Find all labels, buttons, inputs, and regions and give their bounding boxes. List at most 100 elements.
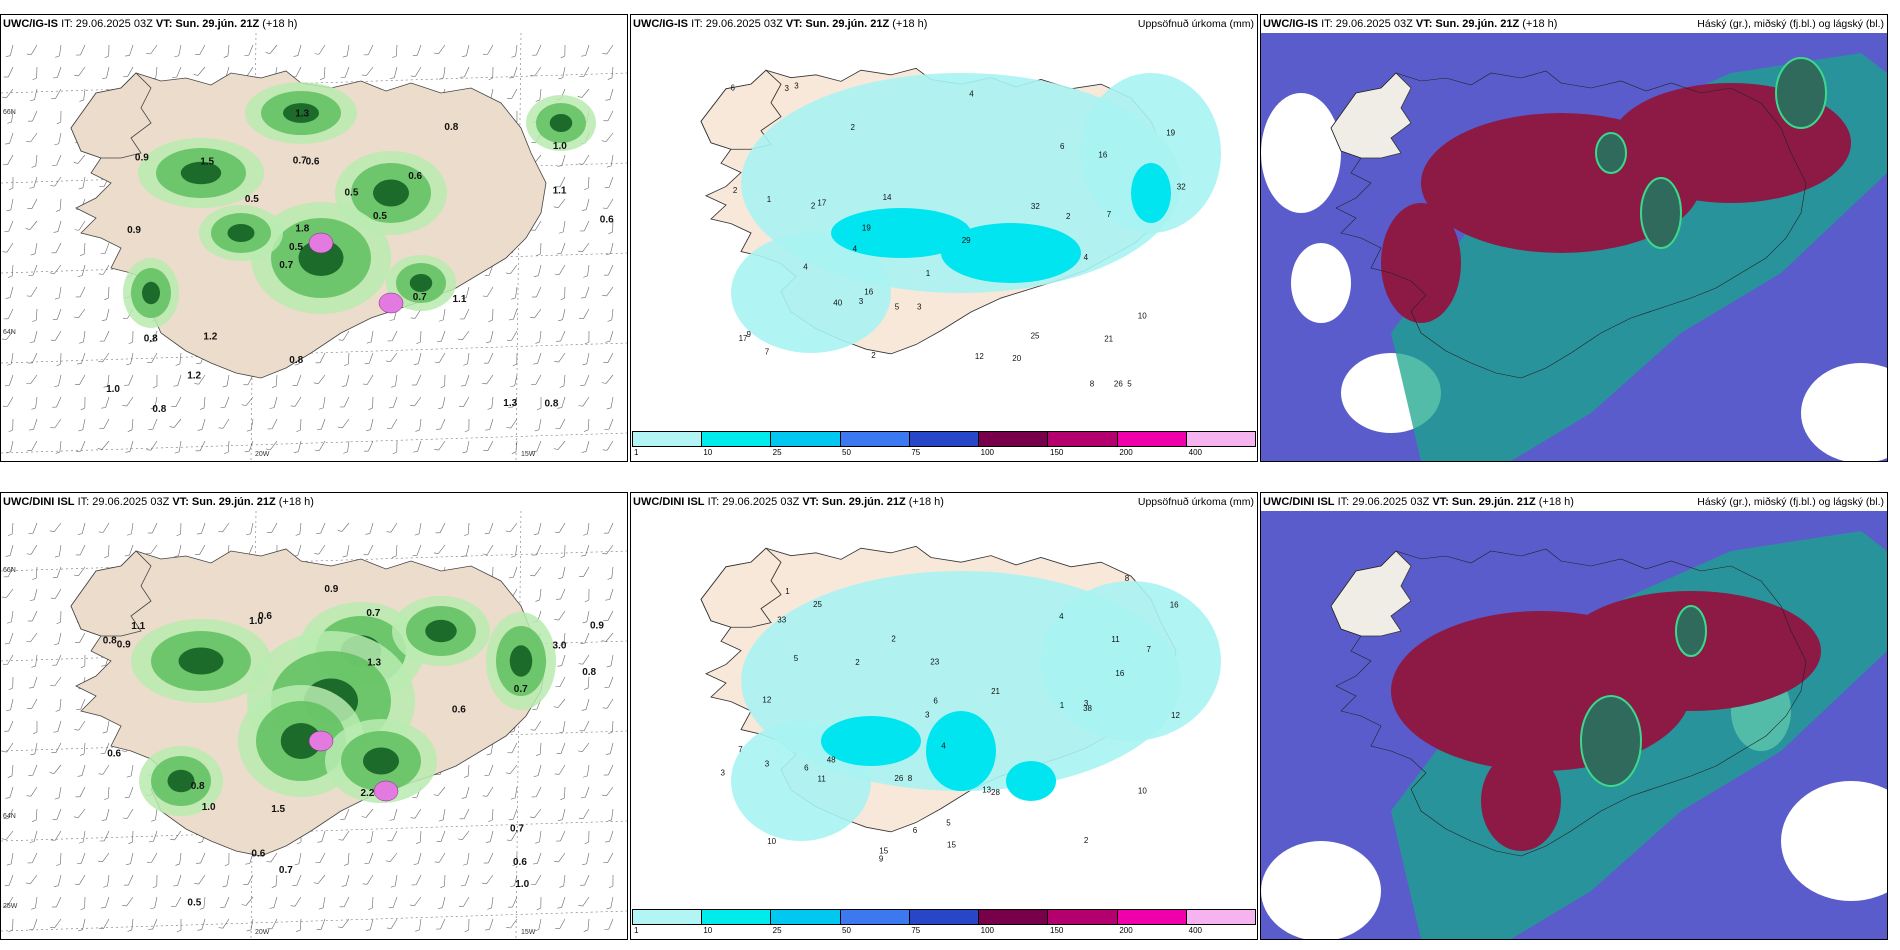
value-label: 2 [1066, 212, 1071, 221]
wind-barb [51, 242, 62, 254]
wind-barb [536, 242, 542, 257]
wind-barb [54, 286, 62, 300]
wind-barb [28, 264, 38, 276]
accum-area [1006, 761, 1056, 801]
wind-barb [8, 676, 14, 691]
clear-sky [1261, 93, 1341, 213]
accum-area [941, 223, 1081, 283]
precip-area-intense [373, 780, 399, 802]
wind-barb [338, 830, 350, 841]
wind-barb [554, 522, 566, 533]
value-label: 3 [1084, 699, 1089, 708]
wind-barb [123, 874, 134, 886]
wind-barb [579, 308, 590, 319]
value-label: 32 [1031, 202, 1040, 211]
wind-barb [607, 566, 614, 580]
wind-barb [97, 440, 110, 450]
wind-barb [607, 308, 614, 322]
wind-barb [532, 44, 542, 56]
wind-barb [122, 396, 134, 407]
wind-barb [602, 286, 614, 297]
wind-barb [535, 88, 542, 102]
wind-barb [559, 632, 566, 646]
wind-barb [28, 110, 38, 122]
wind-barb [386, 418, 398, 429]
wind-barb [55, 440, 62, 454]
wind-barb [175, 852, 182, 866]
wind-barb [608, 220, 614, 235]
wind-barb [29, 418, 38, 431]
wind-barb [529, 808, 542, 819]
accum-area-light [1081, 73, 1221, 233]
wind-barb [76, 352, 86, 365]
wind-barb [461, 786, 470, 799]
wind-barb [5, 544, 14, 557]
wind-barb [197, 918, 206, 931]
wind-barb [581, 44, 590, 57]
wind-barb [603, 110, 614, 122]
value-label: 16 [1170, 600, 1179, 609]
wind-barb [174, 440, 182, 454]
colorbar-swatch [909, 432, 980, 446]
vt-label: VT: [1432, 496, 1449, 508]
mid-cloud-area [1640, 177, 1682, 249]
precip-wind-map: 0.60.70.60.50.90.70.60.80.91.00.70.80.91… [1, 511, 627, 939]
wind-barb [536, 896, 542, 911]
lead-time: (+18 h) [908, 496, 944, 508]
wind-barb [197, 418, 206, 431]
wind-barb [27, 440, 38, 451]
colorbar-tick: 10 [703, 448, 713, 457]
wind-barb [246, 918, 254, 932]
value-label: 3 [859, 297, 864, 306]
value-label: 25 [1031, 332, 1040, 341]
wind-barb [577, 88, 590, 98]
wind-barb [533, 522, 542, 535]
model-name: UWC/DINI ISL [1263, 496, 1335, 508]
wind-barb [341, 874, 350, 887]
wind-barb [314, 544, 326, 555]
wind-barb [603, 264, 614, 276]
wind-barb [578, 808, 590, 819]
wind-barb [51, 88, 62, 99]
value-label: 12 [975, 352, 984, 361]
wind-barb [415, 418, 422, 432]
wind-barb [511, 440, 518, 454]
wind-barb [199, 396, 206, 410]
value-label: 12 [1171, 711, 1180, 720]
wind-barb [99, 830, 110, 842]
value-label: 1.5 [271, 804, 285, 815]
value-label: 3 [721, 769, 726, 778]
wind-barb [583, 764, 590, 778]
wind-barb [581, 698, 590, 711]
westfjords [700, 69, 782, 150]
wind-barb [534, 918, 542, 932]
wind-barb [340, 66, 350, 79]
accum-area [821, 716, 921, 766]
lead-time: (+18 h) [1538, 496, 1574, 508]
wind-barb [7, 110, 14, 124]
wind-barb [147, 522, 158, 534]
init-time: IT: 29.06.2025 03Z [1337, 496, 1430, 508]
wind-barb [463, 352, 470, 366]
wind-barb [2, 654, 14, 665]
wind-barb [531, 786, 542, 798]
wind-barb [104, 544, 110, 559]
lead-time: (+18 h) [892, 18, 928, 30]
wind-barb [460, 874, 470, 887]
colorbar-swatch [702, 432, 772, 446]
wind-barb [147, 352, 158, 363]
value-label: 11 [818, 775, 827, 784]
wind-barb [583, 676, 590, 690]
wind-barb [412, 544, 422, 557]
value-label: 20 [1012, 354, 1021, 363]
wind-barb [339, 396, 350, 408]
wind-barb [74, 874, 86, 885]
wind-barb [459, 308, 470, 320]
wind-barb [461, 44, 470, 57]
value-label: 6 [804, 763, 809, 772]
value-label: 0.7 [279, 865, 293, 876]
wind-barb [433, 544, 446, 554]
wind-barb [482, 874, 494, 885]
wind-barb [556, 242, 566, 255]
wind-barb [80, 654, 86, 669]
